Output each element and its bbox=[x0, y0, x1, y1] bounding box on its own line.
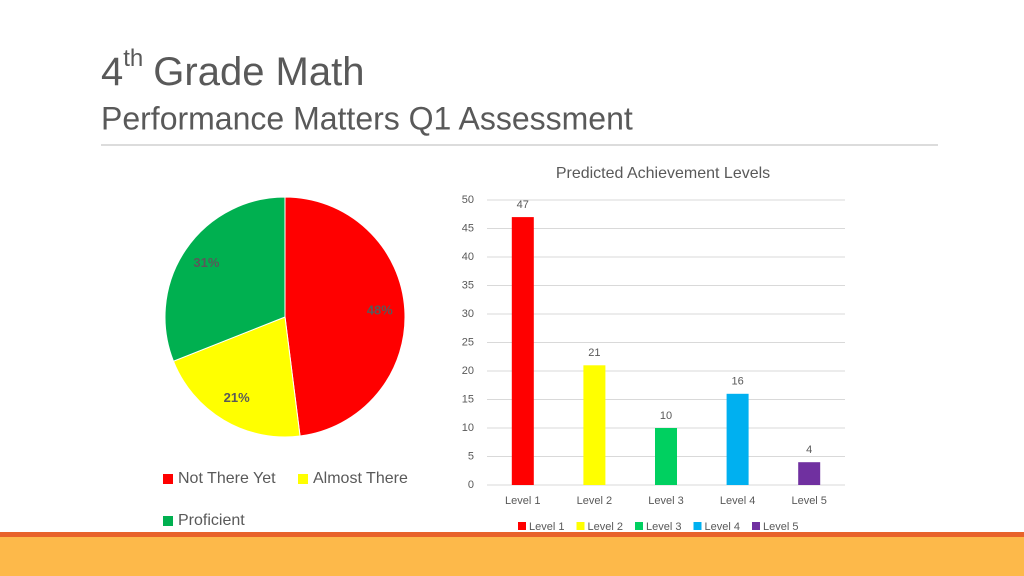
y-tick-label: 45 bbox=[462, 222, 474, 234]
legend-label: Level 5 bbox=[763, 521, 798, 533]
legend-label: Not There Yet bbox=[178, 470, 276, 487]
bar bbox=[511, 217, 534, 485]
x-tick-label: Level 1 bbox=[505, 495, 540, 507]
legend-swatch bbox=[518, 522, 526, 530]
pie-slice bbox=[284, 196, 406, 437]
y-tick-label: 30 bbox=[462, 308, 474, 320]
legend-label: Almost There bbox=[313, 470, 408, 487]
accent-line bbox=[0, 532, 1024, 537]
bar bbox=[798, 462, 821, 485]
y-tick-label: 20 bbox=[462, 365, 474, 377]
legend-swatch bbox=[576, 522, 585, 530]
bar bbox=[726, 393, 749, 485]
legend-swatch bbox=[163, 516, 173, 526]
legend-label: Level 1 bbox=[529, 521, 564, 533]
data-label: 47 bbox=[517, 199, 529, 211]
title-text: Grade Math bbox=[153, 50, 364, 94]
x-tick-label: Level 2 bbox=[577, 495, 612, 507]
slide-title: 4th Grade Math bbox=[101, 45, 364, 93]
x-tick-label: Level 5 bbox=[791, 495, 826, 507]
chart-title: Predicted Achievement Levels bbox=[556, 165, 770, 182]
legend-swatch bbox=[298, 474, 308, 484]
legend-swatch bbox=[693, 522, 702, 530]
y-tick-label: 40 bbox=[462, 251, 474, 263]
pie-slice bbox=[164, 196, 286, 362]
data-label: 10 bbox=[660, 410, 672, 422]
y-tick-label: 5 bbox=[468, 450, 474, 462]
data-label: 21 bbox=[588, 347, 600, 359]
slice-label: 48% bbox=[367, 302, 393, 317]
x-tick-label: Level 3 bbox=[648, 495, 683, 507]
data-label: 16 bbox=[731, 376, 743, 388]
y-tick-label: 25 bbox=[462, 336, 474, 348]
bar bbox=[583, 365, 606, 485]
legend-swatch bbox=[752, 522, 760, 530]
y-tick-label: 15 bbox=[462, 393, 474, 405]
y-tick-label: 10 bbox=[462, 422, 474, 434]
y-tick-label: 35 bbox=[462, 279, 474, 291]
y-tick-label: 50 bbox=[462, 194, 474, 206]
title-number: 4 bbox=[101, 50, 123, 94]
footer-band bbox=[0, 537, 1024, 576]
legend-label: Proficient bbox=[178, 512, 245, 529]
legend-label: Level 4 bbox=[705, 521, 740, 533]
x-tick-label: Level 4 bbox=[720, 495, 755, 507]
y-tick-label: 0 bbox=[468, 479, 474, 491]
legend-swatch bbox=[635, 522, 643, 530]
slice-label: 31% bbox=[193, 255, 219, 270]
pie-slice bbox=[172, 316, 301, 438]
bar bbox=[655, 428, 677, 485]
slice-label: 21% bbox=[224, 390, 250, 405]
slide-subtitle: Performance Matters Q1 Assessment bbox=[101, 100, 633, 136]
title-superscript: th bbox=[123, 45, 143, 72]
data-label: 4 bbox=[806, 444, 812, 456]
legend-swatch bbox=[163, 474, 173, 484]
legend-label: Level 2 bbox=[588, 521, 623, 533]
legend-label: Level 3 bbox=[646, 521, 681, 533]
